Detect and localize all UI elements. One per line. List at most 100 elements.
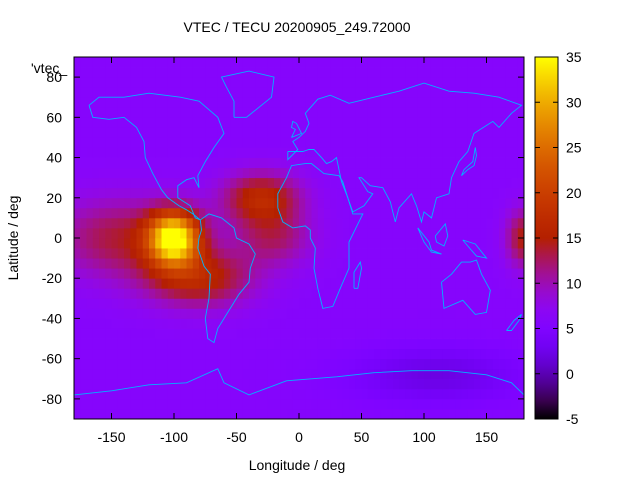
heatmap-cell <box>405 278 412 289</box>
heatmap-cell <box>436 207 444 219</box>
heatmap-cell <box>211 308 219 319</box>
heatmap-cell <box>486 97 494 108</box>
heatmap-cell <box>336 308 344 319</box>
heatmap-cell <box>80 147 87 158</box>
heatmap-cell <box>167 298 175 309</box>
heatmap-cell <box>167 117 175 128</box>
heatmap-cell <box>192 67 200 78</box>
heatmap-cell <box>355 137 362 148</box>
heatmap-cell <box>205 398 212 410</box>
heatmap-cell <box>342 308 350 319</box>
x-tick-label: -50 <box>226 429 246 445</box>
heatmap-cell <box>505 107 512 118</box>
heatmap-cell <box>324 77 331 88</box>
heatmap-cell <box>392 298 400 309</box>
heatmap-cell <box>392 217 400 229</box>
heatmap-cell <box>242 408 250 420</box>
heatmap-cell <box>449 408 456 420</box>
heatmap-cell <box>242 67 250 78</box>
heatmap-cell <box>249 167 256 179</box>
heatmap-cell <box>505 348 512 360</box>
heatmap-cell <box>467 217 475 229</box>
heatmap-cell <box>167 238 175 249</box>
heatmap-cell <box>111 117 119 128</box>
heatmap-cell <box>386 157 394 169</box>
heatmap-cell <box>411 238 419 249</box>
heatmap-cell <box>324 167 331 179</box>
heatmap-cell <box>124 388 131 400</box>
heatmap-cell <box>261 308 269 319</box>
heatmap-cell <box>149 187 156 199</box>
heatmap-cell <box>480 238 487 249</box>
heatmap-cell <box>174 187 181 199</box>
heatmap-cell <box>486 338 494 350</box>
heatmap-cell <box>317 308 325 319</box>
heatmap-cell <box>249 378 256 390</box>
heatmap-cell <box>292 87 300 98</box>
heatmap-cell <box>105 328 112 339</box>
heatmap-cell <box>99 348 106 360</box>
heatmap-cell <box>492 318 500 329</box>
heatmap-cell <box>92 278 100 289</box>
heatmap-cell <box>411 298 419 309</box>
heatmap-cell <box>436 338 444 350</box>
heatmap-cell <box>380 57 387 68</box>
heatmap-cell <box>286 77 294 88</box>
heatmap-cell <box>74 268 81 279</box>
heatmap-cell <box>149 388 156 400</box>
heatmap-cell <box>186 157 194 169</box>
heatmap-cell <box>474 278 481 289</box>
heatmap-cell <box>124 217 131 229</box>
heatmap-cell <box>211 358 219 370</box>
heatmap-cell <box>499 388 506 400</box>
heatmap-cell <box>155 157 162 169</box>
heatmap-cell <box>180 348 187 360</box>
heatmap-cell <box>230 328 237 339</box>
heatmap-cell <box>411 398 419 410</box>
heatmap-cell <box>111 358 119 370</box>
heatmap-cell <box>455 67 462 78</box>
heatmap-cell <box>280 258 287 269</box>
heatmap-cell <box>449 167 456 179</box>
heatmap-cell <box>436 278 444 289</box>
heatmap-cell <box>311 328 319 339</box>
heatmap-cell <box>217 127 225 138</box>
heatmap-cell <box>180 57 187 68</box>
heatmap-cell <box>136 147 144 158</box>
heatmap-cell <box>149 398 156 410</box>
heatmap-cell <box>374 137 381 148</box>
heatmap-cell <box>486 127 494 138</box>
heatmap-cell <box>230 177 237 189</box>
heatmap-cell <box>242 378 250 390</box>
heatmap-cell <box>224 278 231 289</box>
heatmap-cell <box>517 358 525 370</box>
heatmap-cell <box>142 107 150 118</box>
heatmap-cell <box>299 187 306 199</box>
heatmap-cell <box>405 117 412 128</box>
heatmap-cell <box>211 187 219 199</box>
heatmap-cell <box>461 107 469 118</box>
heatmap-cell <box>380 408 387 420</box>
heatmap-cell <box>436 378 444 390</box>
heatmap-cell <box>336 398 344 410</box>
heatmap-cell <box>517 177 525 189</box>
heatmap-cell <box>417 137 425 148</box>
heatmap-cell <box>199 318 206 329</box>
heatmap-cell <box>80 378 87 390</box>
heatmap-cell <box>367 167 375 179</box>
heatmap-cell <box>124 67 131 78</box>
heatmap-cell <box>342 207 350 219</box>
heatmap-cell <box>249 207 256 219</box>
heatmap-cell <box>399 318 406 329</box>
heatmap-cell <box>449 207 456 219</box>
heatmap-cell <box>205 167 212 179</box>
heatmap-cell <box>467 147 475 158</box>
coastline-borneo <box>434 222 449 247</box>
heatmap-cell <box>205 107 212 118</box>
heatmap-cell <box>442 187 450 199</box>
heatmap-cell <box>286 368 294 380</box>
heatmap-cell <box>267 408 275 420</box>
colorbar-tick-label: 30 <box>566 94 582 110</box>
heatmap-cell <box>255 378 262 390</box>
